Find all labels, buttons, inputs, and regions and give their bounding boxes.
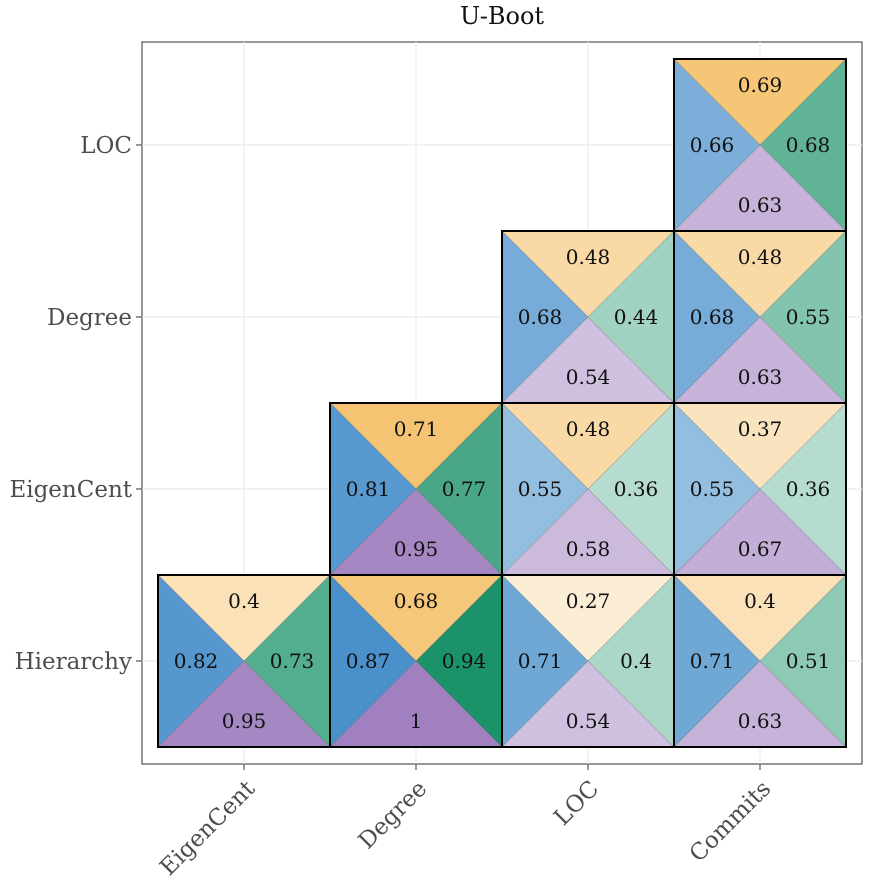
heatmap-cell: 0.48 0.68 0.44 0.54 <box>501 230 675 404</box>
heatmap-cell: 0.37 0.55 0.36 0.67 <box>673 402 847 576</box>
cell-value-left: 0.82 <box>174 649 219 673</box>
cell-value-left: 0.68 <box>518 305 563 329</box>
cell-value-top: 0.4 <box>228 589 260 613</box>
cell-value-left: 0.55 <box>518 477 563 501</box>
cell-value-bottom: 0.58 <box>566 537 611 561</box>
cell-value-right: 0.94 <box>442 649 487 673</box>
cell-value-right: 0.36 <box>614 477 659 501</box>
cell-value-left: 0.81 <box>346 477 391 501</box>
y-tick-label: LOC <box>80 133 132 159</box>
cell-value-right: 0.4 <box>620 649 652 673</box>
x-tick-label: EigenCent <box>155 775 261 881</box>
y-tick-label: Degree <box>47 305 132 331</box>
cell-value-bottom: 1 <box>410 709 423 733</box>
cell-value-right: 0.36 <box>786 477 831 501</box>
cell-value-bottom: 0.67 <box>738 537 783 561</box>
heatmap-cell: 0.4 0.82 0.73 0.95 <box>157 574 331 748</box>
cell-value-right: 0.44 <box>614 305 659 329</box>
cell-value-right: 0.77 <box>442 477 487 501</box>
cell-value-top: 0.68 <box>394 589 439 613</box>
cell-value-top: 0.69 <box>738 73 783 97</box>
cell-value-top: 0.37 <box>738 417 783 441</box>
heatmap-cell: 0.4 0.71 0.51 0.63 <box>673 574 847 748</box>
heatmap-cell: 0.68 0.87 0.94 1 <box>329 574 503 748</box>
cell-value-left: 0.68 <box>690 305 735 329</box>
cell-value-right: 0.55 <box>786 305 831 329</box>
cell-value-left: 0.71 <box>518 649 563 673</box>
cell-value-right: 0.68 <box>786 133 831 157</box>
cell-value-left: 0.55 <box>690 477 735 501</box>
chart-title: U-Boot <box>460 2 544 30</box>
heatmap-cell: 0.48 0.68 0.55 0.63 <box>673 230 847 404</box>
cell-value-bottom: 0.54 <box>566 365 611 389</box>
cell-value-top: 0.4 <box>744 589 776 613</box>
cell-value-right: 0.73 <box>270 649 315 673</box>
cell-value-right: 0.51 <box>786 649 831 673</box>
y-tick-label: Hierarchy <box>15 649 132 675</box>
x-tick-label: Degree <box>354 776 432 854</box>
cell-value-top: 0.48 <box>566 417 611 441</box>
x-tick-label: LOC <box>549 776 604 831</box>
panel-border <box>141 41 863 765</box>
cell-value-left: 0.87 <box>346 649 391 673</box>
y-tick-label: EigenCent <box>9 477 132 503</box>
cell-value-bottom: 0.95 <box>222 709 267 733</box>
cell-value-bottom: 0.63 <box>738 709 783 733</box>
cell-value-bottom: 0.63 <box>738 193 783 217</box>
cell-value-top: 0.48 <box>738 245 783 269</box>
cell-value-bottom: 0.95 <box>394 537 439 561</box>
heatmap-cell: 0.69 0.66 0.68 0.63 <box>673 58 847 232</box>
heatmap-cell: 0.27 0.71 0.4 0.54 <box>501 574 675 748</box>
cell-border <box>673 58 847 232</box>
cell-value-top: 0.48 <box>566 245 611 269</box>
cell-value-top: 0.27 <box>566 589 611 613</box>
cell-value-bottom: 0.54 <box>566 709 611 733</box>
cell-value-bottom: 0.63 <box>738 365 783 389</box>
heatmap-cell: 0.48 0.55 0.36 0.58 <box>501 402 675 576</box>
cell-value-left: 0.66 <box>690 133 735 157</box>
cell-value-top: 0.71 <box>394 417 439 441</box>
x-tick-label: Commits <box>685 776 777 868</box>
heatmap-cell: 0.71 0.81 0.77 0.95 <box>329 402 503 576</box>
cell-value-left: 0.71 <box>690 649 735 673</box>
